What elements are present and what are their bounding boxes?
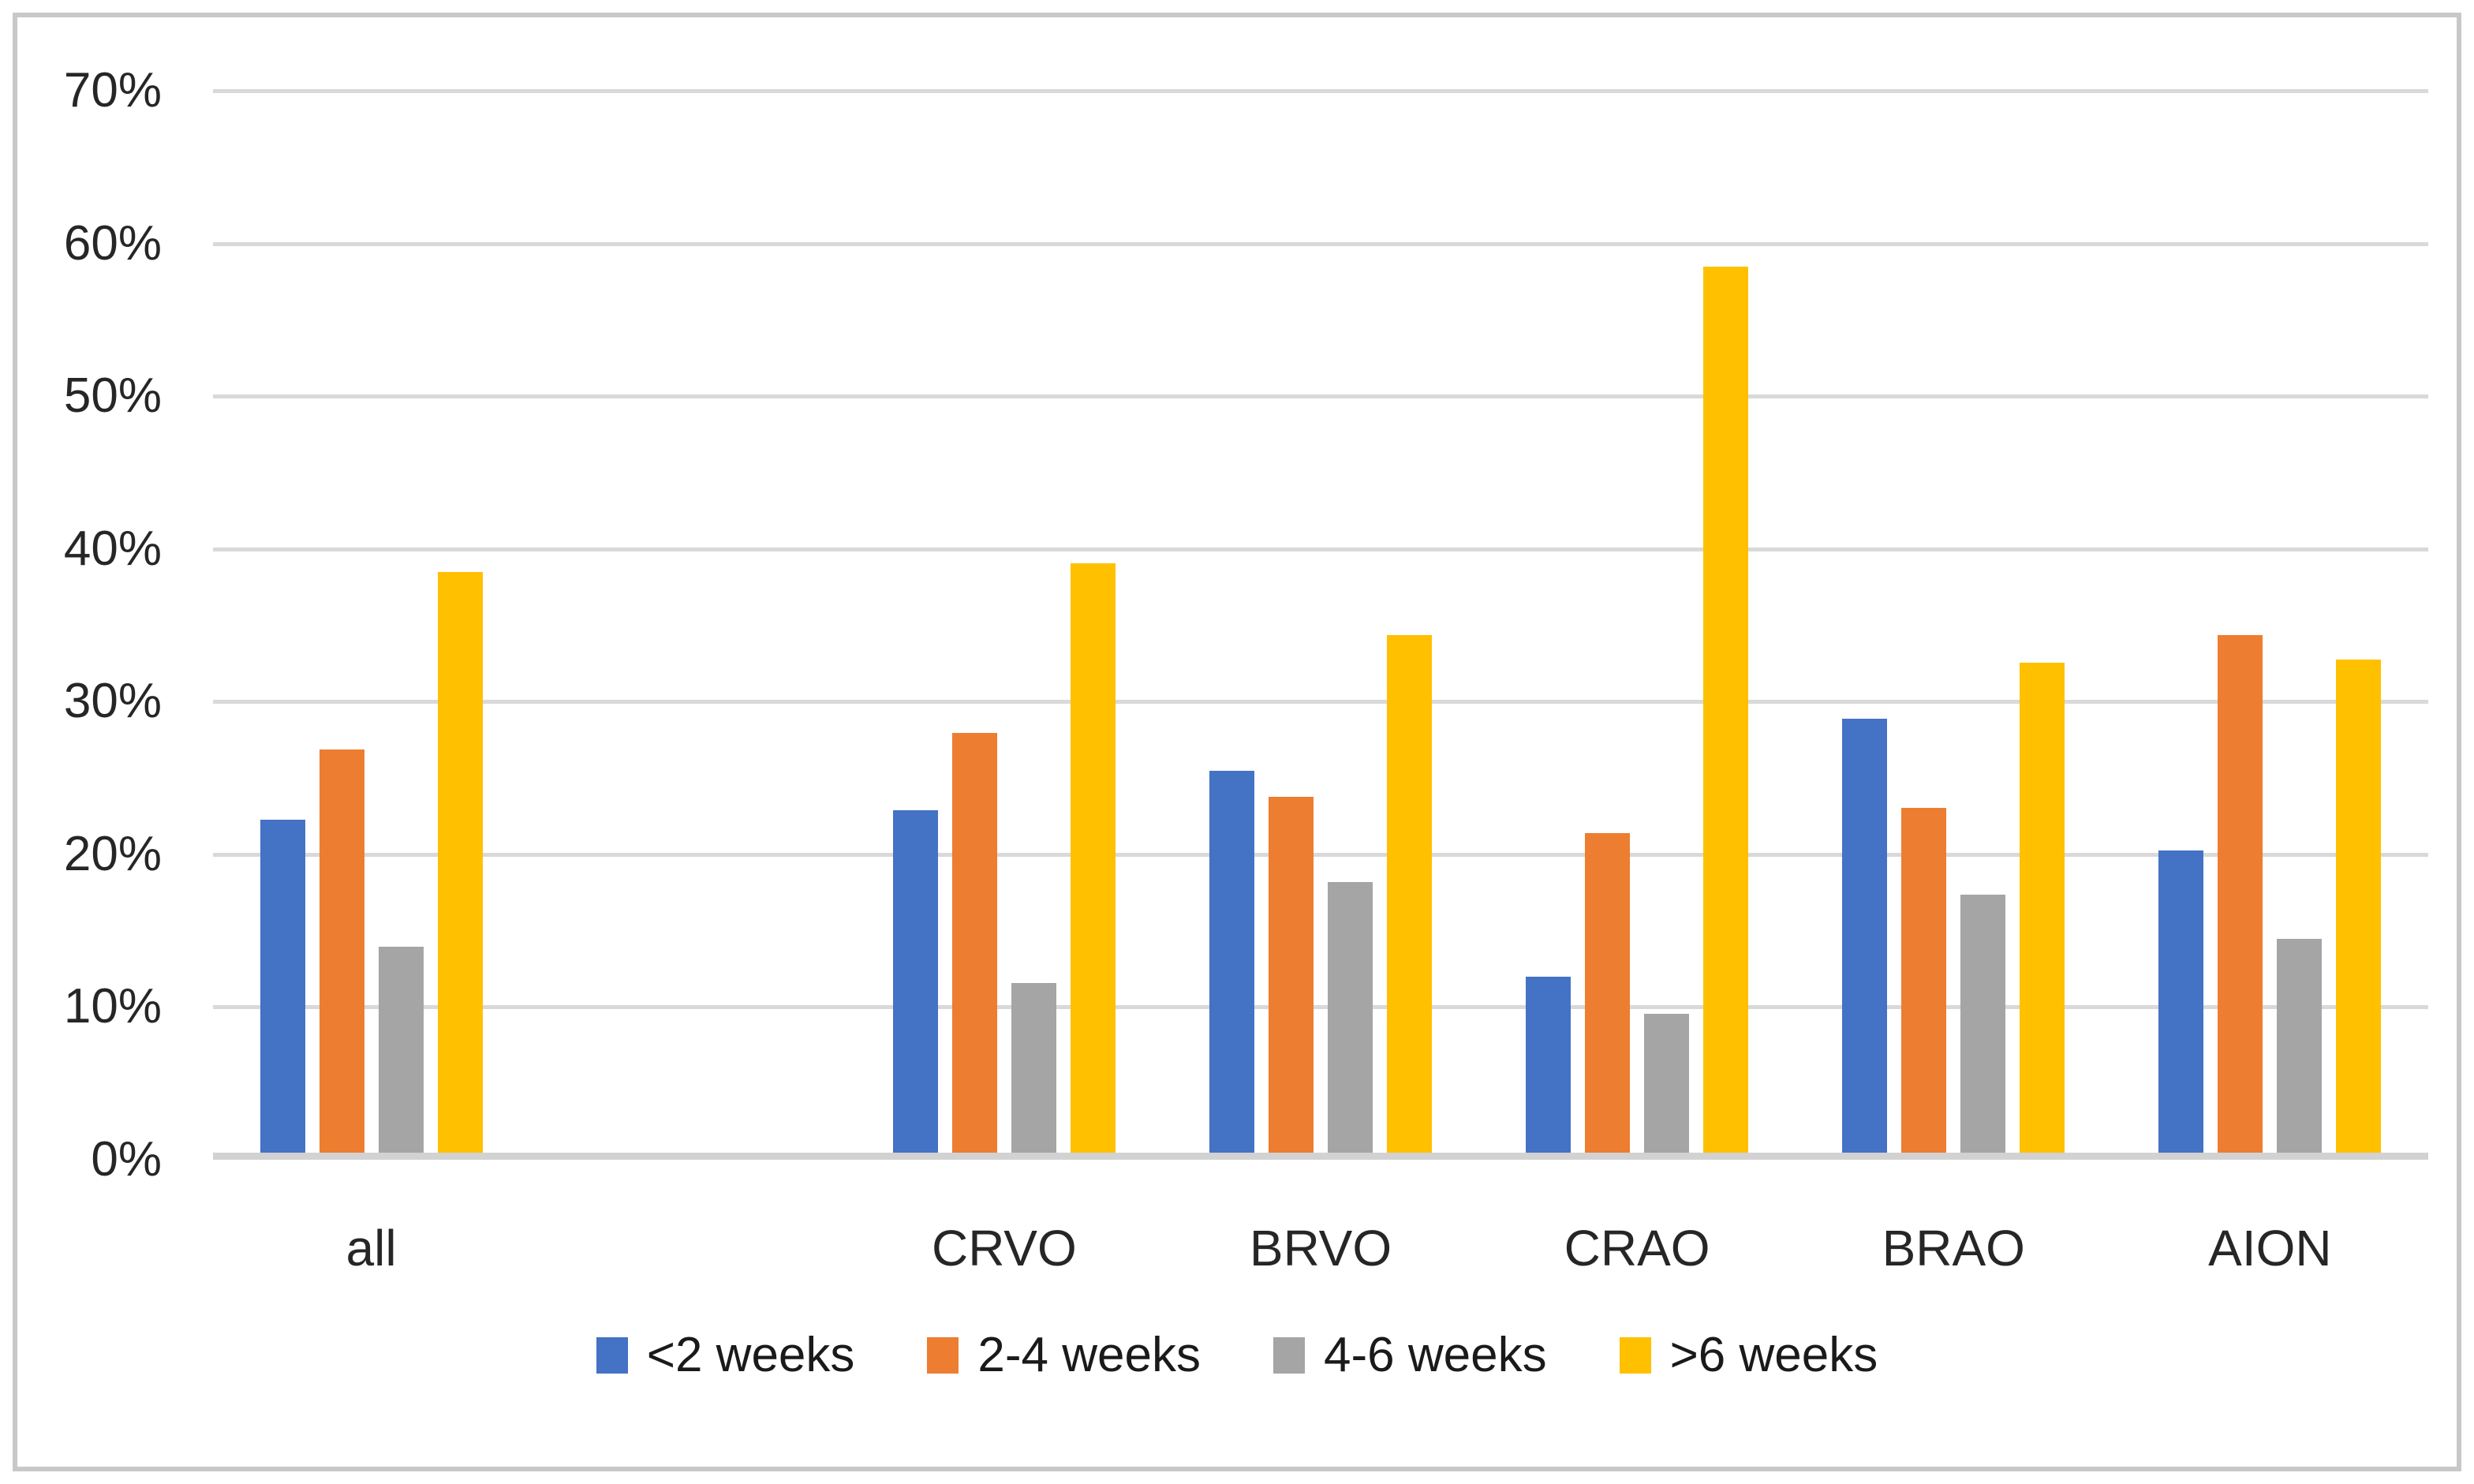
legend-swatch-icon: [1273, 1336, 1305, 1374]
bar-all-4-6-weeks: [378, 946, 424, 1153]
bar-CRAO->6-weeks: [1703, 267, 1749, 1153]
x-category-label-all: all: [346, 1220, 397, 1277]
bar-BRAO->6-weeks: [2020, 662, 2065, 1153]
bar-group-CRAO: [1526, 267, 1749, 1153]
legend-item-4-6-weeks: 4-6 weeks: [1273, 1327, 1547, 1383]
bar-BRAO-2-4-weeks: [1901, 807, 1947, 1153]
bar-AION->6-weeks: [2336, 659, 2382, 1153]
x-category-label-CRVO: CRVO: [931, 1220, 1077, 1277]
gridline-20%: [213, 852, 2428, 857]
bar-group-all: [260, 572, 483, 1153]
y-tick-label-30%: 30%: [63, 674, 162, 729]
y-tick-label-0%: 0%: [91, 1132, 162, 1187]
gridline-50%: [213, 394, 2428, 399]
bar-CRVO-2-4-weeks: [951, 732, 997, 1153]
bar-CRVO-<2-weeks: [892, 810, 938, 1153]
bar-group-BRAO: [1842, 662, 2065, 1153]
y-tick-label-20%: 20%: [63, 826, 162, 881]
x-category-label-AION: AION: [2208, 1220, 2332, 1277]
bar-BRAO-<2-weeks: [1842, 719, 1888, 1153]
bar-all-<2-weeks: [260, 820, 305, 1153]
y-tick-label-10%: 10%: [63, 979, 162, 1034]
bar-BRAO-4-6-weeks: [1960, 894, 2006, 1153]
bar-group-AION: [2158, 634, 2382, 1153]
bar-CRAO-2-4-weeks: [1585, 833, 1631, 1153]
bar-CRAO-4-6-weeks: [1644, 1013, 1690, 1153]
bar-BRVO-<2-weeks: [1209, 771, 1254, 1153]
legend-label: 4-6 weeks: [1324, 1328, 1547, 1382]
legend-swatch-icon: [1619, 1336, 1651, 1374]
gridline-30%: [213, 700, 2428, 705]
y-tick-label-50%: 50%: [63, 368, 162, 424]
x-axis-line: [213, 1153, 2428, 1160]
gridline-70%: [213, 89, 2428, 93]
y-tick-label-40%: 40%: [63, 521, 162, 576]
legend: <2 weeks 2-4 weeks 4-6 weeks >6 weeks: [0, 1327, 2474, 1383]
plot-area: [213, 89, 2428, 1160]
y-tick-label-70%: 70%: [63, 63, 162, 118]
bar-all-2-4-weeks: [319, 749, 364, 1153]
y-tick-label-60%: 60%: [63, 215, 162, 271]
bar-BRVO-4-6-weeks: [1328, 882, 1373, 1153]
x-category-label-CRAO: CRAO: [1564, 1220, 1710, 1277]
bar-all->6-weeks: [437, 572, 483, 1153]
bar-AION-4-6-weeks: [2277, 939, 2323, 1153]
legend-label: >6 weeks: [1669, 1328, 1878, 1382]
bar-group-CRVO: [892, 563, 1116, 1153]
legend-item-<2-weeks: <2 weeks: [596, 1327, 855, 1383]
legend-swatch-icon: [596, 1336, 628, 1374]
x-category-label-BRVO: BRVO: [1249, 1220, 1392, 1277]
bar-BRVO->6-weeks: [1387, 634, 1432, 1153]
bar-AION-<2-weeks: [2158, 850, 2204, 1153]
gridline-60%: [213, 241, 2428, 246]
legend-swatch-icon: [927, 1336, 959, 1374]
bar-CRVO->6-weeks: [1070, 563, 1116, 1153]
bar-group-BRVO: [1209, 634, 1432, 1153]
gridline-40%: [213, 547, 2428, 551]
legend-item->6-weeks: >6 weeks: [1619, 1327, 1878, 1383]
bar-AION-2-4-weeks: [2218, 634, 2263, 1153]
gridline-10%: [213, 1005, 2428, 1010]
legend-label: 2-4 weeks: [977, 1328, 1201, 1382]
bar-CRAO-<2-weeks: [1526, 977, 1571, 1153]
x-category-label-BRAO: BRAO: [1882, 1220, 2025, 1277]
bar-CRVO-4-6-weeks: [1011, 983, 1056, 1153]
legend-item-2-4-weeks: 2-4 weeks: [927, 1327, 1201, 1383]
legend-label: <2 weeks: [646, 1328, 855, 1382]
bar-BRVO-2-4-weeks: [1269, 796, 1314, 1153]
